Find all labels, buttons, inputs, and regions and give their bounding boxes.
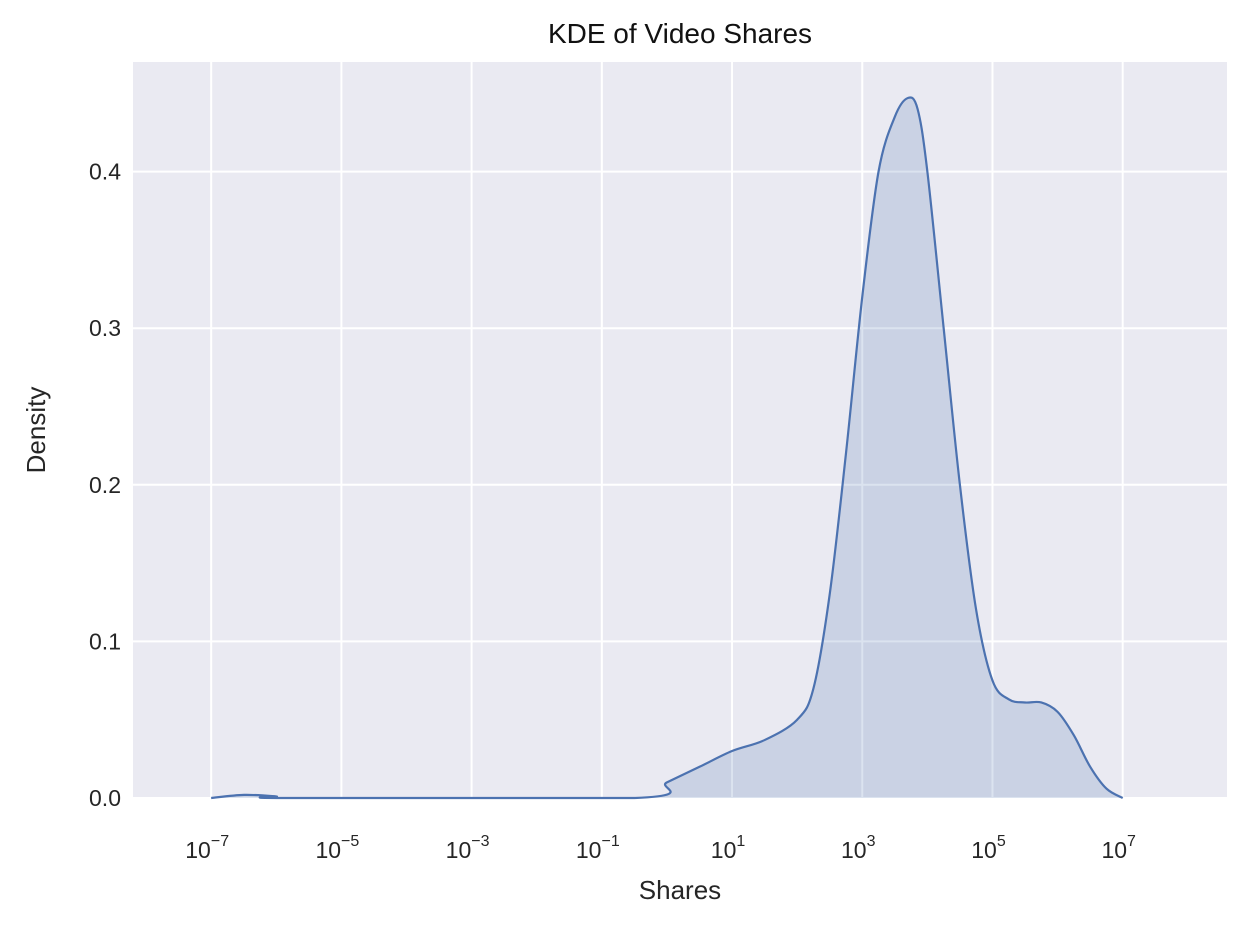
x-axis-ticks: 10−7 10−5 10−3 10−1 101 103 105 107: [185, 833, 1136, 863]
kde-area: [211, 97, 1123, 798]
y-tick-label: 0.2: [89, 472, 121, 498]
chart-title: KDE of Video Shares: [548, 18, 812, 49]
x-tick-label: 10−5: [315, 833, 359, 863]
y-tick-label: 0.0: [89, 785, 121, 811]
plot-area: [133, 62, 1227, 798]
x-tick-label: 105: [971, 833, 1006, 863]
x-tick-label: 101: [711, 833, 746, 863]
x-tick-label: 10−1: [576, 833, 620, 863]
y-axis-ticks: 0.0 0.1 0.2 0.3 0.4: [89, 159, 121, 811]
y-tick-label: 0.4: [89, 159, 121, 185]
y-tick-label: 0.3: [89, 315, 121, 341]
x-tick-label: 10−3: [446, 833, 490, 863]
x-tick-label: 103: [841, 833, 876, 863]
y-axis-label: Density: [21, 387, 51, 474]
x-tick-label: 107: [1101, 833, 1136, 863]
kde-line: [211, 96, 1124, 800]
y-tick-label: 0.1: [89, 628, 121, 654]
x-tick-label: 10−7: [185, 833, 229, 863]
kde-series: [211, 96, 1124, 800]
x-axis-label: Shares: [639, 875, 721, 905]
